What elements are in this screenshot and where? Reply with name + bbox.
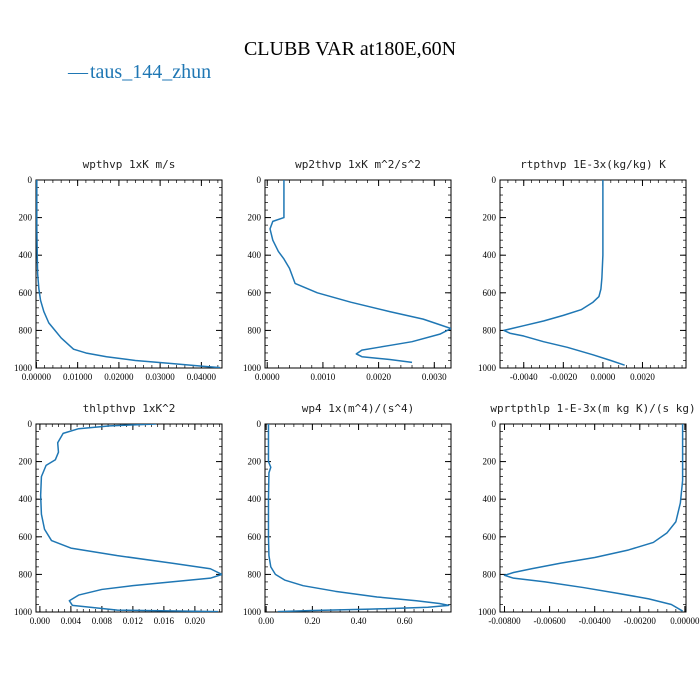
x-tick-label: 0.04000 (187, 372, 217, 382)
legend-marker: — (67, 61, 89, 83)
x-tick-label: 0.02000 (104, 372, 134, 382)
x-tick-label: 0.00000 (22, 372, 52, 382)
series-line (269, 180, 451, 364)
panel-6: wprtpthlp 1-E-3x(m kg K)/(s kg) 0 200 400 60… (478, 402, 700, 626)
figure-title: CLUBB VAR at180E,60N (244, 38, 456, 60)
y-tick-label: 1000 (478, 607, 497, 617)
y-tick-label: 0 (28, 175, 33, 185)
x-tick-label: 0.0020 (630, 372, 655, 382)
x-tick-label: -0.00600 (533, 616, 566, 626)
y-tick-label: 400 (248, 250, 262, 260)
y-tick-label: 400 (248, 494, 262, 504)
y-tick-label: 600 (19, 288, 33, 298)
y-tick-label: 400 (483, 494, 497, 504)
x-tick-label: 0.008 (92, 616, 113, 626)
x-tick-label: 0.01000 (63, 372, 93, 382)
x-tick-label: 0.0020 (366, 372, 391, 382)
x-tick-label: -0.0040 (510, 372, 538, 382)
y-tick-label: 600 (19, 532, 33, 542)
y-tick-label: 0 (257, 175, 262, 185)
x-tick-label: 0.020 (185, 616, 206, 626)
y-tick-label: 200 (483, 213, 497, 223)
panel-title: wprtpthlp 1-E-3x(m kg K)/(s kg) (490, 402, 695, 415)
x-tick-label: 0.20 (304, 616, 320, 626)
panel-title: wp2thvp 1xK m^2/s^2 (295, 158, 421, 171)
x-tick-label: 0.40 (351, 616, 367, 626)
panel-title: thlpthvp 1xK^2 (83, 402, 176, 415)
y-tick-label: 0 (28, 419, 33, 429)
x-tick-label: 0.0000 (591, 372, 616, 382)
x-tick-label: -0.00400 (579, 616, 612, 626)
panel-title: wp4 1x(m^4)/(s^4) (302, 402, 415, 415)
x-tick-label: 0.0010 (311, 372, 336, 382)
x-tick-label: -0.0020 (549, 372, 577, 382)
y-tick-label: 600 (483, 532, 497, 542)
x-tick-label: 0.60 (397, 616, 413, 626)
y-tick-label: 800 (248, 325, 262, 335)
y-tick-label: 400 (19, 494, 33, 504)
series-line (503, 424, 684, 612)
legend-label: taus_144_zhun (90, 61, 211, 83)
y-tick-label: 200 (19, 457, 33, 467)
panel-title: wpthvp 1xK m/s (83, 158, 176, 171)
y-tick-label: 0 (257, 419, 262, 429)
plot-frame (264, 423, 452, 613)
x-tick-label: -0.00800 (488, 616, 521, 626)
y-tick-label: 600 (483, 288, 497, 298)
y-tick-label: 0 (492, 419, 497, 429)
x-tick-label: 0.012 (123, 616, 143, 626)
x-tick-label: 0.000 (30, 616, 51, 626)
plot-frame (499, 423, 687, 613)
y-tick-label: 0 (492, 175, 497, 185)
y-tick-label: 400 (483, 250, 497, 260)
y-tick-label: 1000 (14, 607, 33, 617)
y-tick-label: 800 (248, 569, 262, 579)
series-line (39, 424, 222, 612)
x-tick-label: 0.004 (61, 616, 82, 626)
plot-frame (35, 179, 223, 369)
plot-frame (264, 179, 452, 369)
plot-frame (499, 179, 687, 369)
y-tick-label: 1000 (478, 363, 497, 373)
y-tick-label: 1000 (14, 363, 33, 373)
y-tick-label: 800 (19, 325, 33, 335)
x-tick-label: -0.00200 (624, 616, 657, 626)
y-tick-label: 800 (483, 569, 497, 579)
y-tick-label: 800 (19, 569, 33, 579)
y-tick-label: 1000 (243, 607, 262, 617)
x-tick-label: 0.00000 (670, 616, 700, 626)
series-line (36, 180, 221, 368)
plot-frame (35, 423, 223, 613)
y-tick-label: 200 (248, 213, 262, 223)
x-tick-label: 0.03000 (146, 372, 176, 382)
y-tick-label: 1000 (243, 363, 262, 373)
y-tick-label: 200 (248, 457, 262, 467)
x-tick-label: 0.0030 (422, 372, 447, 382)
y-tick-label: 600 (248, 532, 262, 542)
panel-3: rtpthvp 1E-3x(kg/kg) K 0 200 400 600 800 1000 -… (478, 158, 687, 382)
panel-2: wp2thvp 1xK m^2/s^2020040060080010000.00… (243, 158, 452, 382)
panel-title: rtpthvp 1E-3x(kg/kg) K (520, 158, 666, 171)
y-tick-label: 600 (248, 288, 262, 298)
y-tick-label: 200 (483, 457, 497, 467)
x-tick-label: 0.016 (154, 616, 175, 626)
x-tick-label: 0.0000 (255, 372, 280, 382)
series-line (267, 424, 450, 612)
y-tick-label: 200 (19, 213, 33, 223)
y-tick-label: 800 (483, 325, 497, 335)
y-tick-label: 400 (19, 250, 33, 260)
x-tick-label: 0.00 (258, 616, 274, 626)
series-line (503, 180, 625, 366)
